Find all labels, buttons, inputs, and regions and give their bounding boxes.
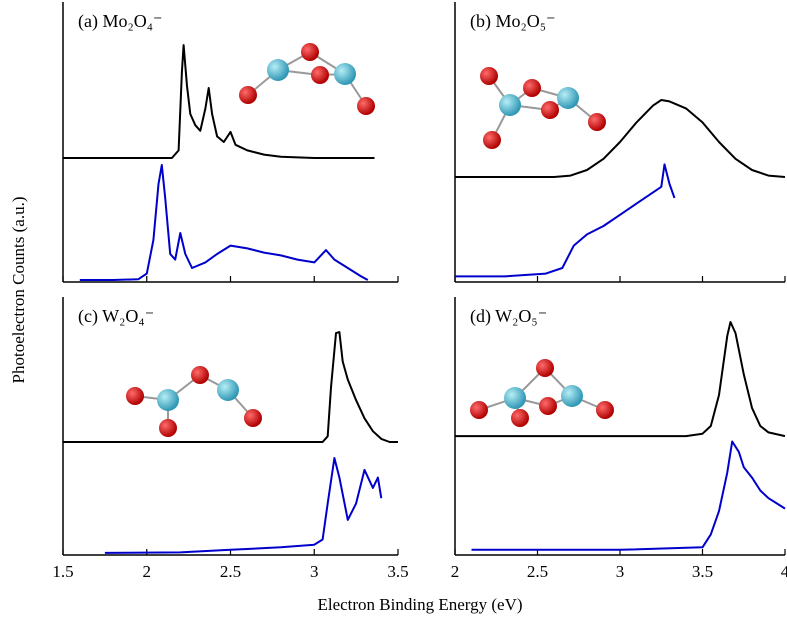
molecules <box>126 43 614 437</box>
panel-title: (d) W₂O₅⁻ <box>470 306 547 327</box>
spectrum-line <box>63 331 398 443</box>
x-tick-label: 2.5 <box>527 562 548 581</box>
x-tick-label: 1.5 <box>52 562 73 581</box>
spectrum-line <box>455 163 676 278</box>
spectrum-line <box>104 457 383 554</box>
spectrum-line <box>471 440 786 551</box>
x-tick-label: 3.5 <box>387 562 408 581</box>
y-axis-label: Photoelectron Counts (a.u.) <box>9 197 28 384</box>
panel-title: (b) Mo₂O₅⁻ <box>470 11 556 32</box>
spectrum-line <box>455 321 786 438</box>
x-tick-label: 2.5 <box>220 562 241 581</box>
x-tick-label: 3 <box>310 562 319 581</box>
x-tick-label: 2 <box>143 562 152 581</box>
panel-title: (c) W₂O₄⁻ <box>78 306 154 327</box>
spectrum-line <box>79 164 369 281</box>
panel-title: (a) Mo₂O₄⁻ <box>78 11 163 32</box>
x-tick-label: 2 <box>451 562 460 581</box>
x-tick-label: 4 <box>781 562 787 581</box>
spectrum-line <box>63 44 375 159</box>
x-axis-label: Electron Binding Energy (eV) <box>317 595 522 614</box>
x-tick-label: 3.5 <box>692 562 713 581</box>
x-tick-label: 3 <box>616 562 625 581</box>
spectrum-line <box>455 99 786 178</box>
